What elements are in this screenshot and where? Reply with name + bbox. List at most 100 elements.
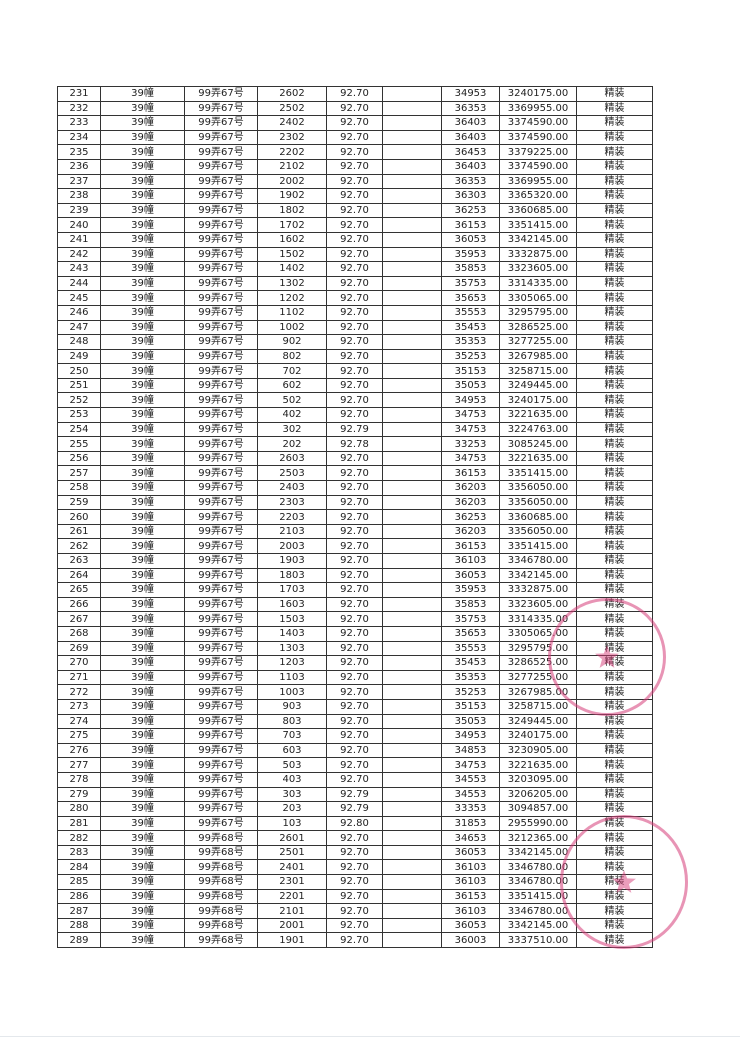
area-cell: 92.70 [326,844,383,861]
room-number-cell: 2001 [257,917,327,934]
table-row: 237 39幢 99弄67号 2002 92.70 36353 3369955.00 精装 [57,173,653,190]
blank-cell [382,407,442,423]
room-number-cell: 1602 [257,231,327,248]
decoration-cell: 精装 [576,669,653,686]
blank-cell [382,888,442,905]
row-number-cell: 267 [57,611,101,627]
address-cell: 99弄67号 [184,158,258,175]
price-list-table: 231 39幢 99弄67号 2602 92.70 34953 3240175.00 精装 23… [57,86,653,949]
table-row: 267 39幢 99弄67号 1503 92.70 35753 3314335.00 精装 [57,611,653,627]
area-cell: 92.70 [326,932,383,949]
blank-cell [382,100,442,117]
decoration-cell: 精装 [576,874,653,890]
decoration-cell: 精装 [576,261,653,277]
unit-price-cell: 34753 [441,757,500,773]
total-price-cell: 3305065.00 [499,290,577,306]
unit-price-cell: 36153 [441,217,500,233]
address-cell: 99弄67号 [184,494,258,511]
blank-cell [382,217,442,233]
row-number-cell: 265 [57,582,101,598]
blank-cell [382,567,442,584]
row-number-cell: 273 [57,698,101,715]
total-price-cell: 3342145.00 [499,844,577,861]
table-row: 281 39幢 99弄67号 103 92.80 31853 2955990.00 精装 [57,815,653,832]
area-cell: 92.70 [326,115,383,131]
address-cell: 99弄67号 [184,100,258,117]
area-cell: 92.70 [326,494,383,511]
blank-cell [382,874,442,890]
row-number-cell: 236 [57,158,101,175]
table-row: 254 39幢 99弄67号 302 92.79 34753 3224763.00 精装 [57,421,653,438]
room-number-cell: 203 [257,801,327,817]
unit-price-cell: 35553 [441,640,500,657]
total-price-cell: 3277255.00 [499,669,577,686]
address-cell: 99弄67号 [184,757,258,773]
row-number-cell: 260 [57,509,101,525]
row-number-cell: 269 [57,640,101,657]
room-number-cell: 2603 [257,450,327,467]
address-cell: 99弄67号 [184,771,258,788]
total-price-cell: 3369955.00 [499,173,577,190]
blank-cell [382,684,442,700]
area-cell: 92.70 [326,640,383,657]
unit-price-cell: 36403 [441,129,500,146]
area-cell: 92.70 [326,567,383,584]
building-cell: 39幢 [100,640,185,657]
unit-price-cell: 36103 [441,903,500,919]
row-number-cell: 233 [57,115,101,131]
room-number-cell: 1302 [257,275,327,292]
table-row: 273 39幢 99弄67号 903 92.70 35153 3258715.00 精装 [57,698,653,715]
building-cell: 39幢 [100,625,185,642]
area-cell: 92.70 [326,100,383,117]
total-price-cell: 3351415.00 [499,888,577,905]
address-cell: 99弄67号 [184,348,258,365]
decoration-cell: 精装 [576,392,653,409]
blank-cell [382,669,442,686]
area-cell: 92.70 [326,625,383,642]
table-row: 259 39幢 99弄67号 2303 92.70 36203 3356050.00 精装 [57,494,653,511]
table-row: 283 39幢 99弄68号 2501 92.70 36053 3342145.00 精装 [57,844,653,861]
building-cell: 39幢 [100,129,185,146]
blank-cell [382,494,442,511]
blank-cell [382,611,442,627]
blank-cell [382,246,442,263]
room-number-cell: 1503 [257,611,327,627]
table-row: 249 39幢 99弄67号 802 92.70 35253 3267985.00 精装 [57,348,653,365]
area-cell: 92.70 [326,757,383,773]
table-row: 285 39幢 99弄68号 2301 92.70 36103 3346780.00 精装 [57,874,653,890]
row-number-cell: 289 [57,932,101,949]
building-cell: 39幢 [100,553,185,569]
blank-cell [382,421,442,438]
room-number-cell: 2302 [257,129,327,146]
blank-cell [382,334,442,350]
decoration-cell: 精装 [576,625,653,642]
area-cell: 92.70 [326,363,383,379]
total-price-cell: 3356050.00 [499,480,577,496]
unit-price-cell: 36103 [441,874,500,890]
row-number-cell: 272 [57,684,101,700]
blank-cell [382,188,442,204]
unit-price-cell: 36003 [441,932,500,949]
decoration-cell: 精装 [576,888,653,905]
table-row: 279 39幢 99弄67号 303 92.79 34553 3206205.00 精装 [57,786,653,803]
room-number-cell: 2203 [257,509,327,525]
blank-cell [382,319,442,336]
address-cell: 99弄67号 [184,304,258,321]
table-row: 257 39幢 99弄67号 2503 92.70 36153 3351415.00 精装 [57,465,653,482]
table-row: 282 39幢 99弄68号 2601 92.70 34653 3212365.00 精装 [57,830,653,846]
decoration-cell: 精装 [576,86,653,102]
area-cell: 92.70 [326,129,383,146]
row-number-cell: 277 [57,757,101,773]
total-price-cell: 3374590.00 [499,129,577,146]
blank-cell [382,728,442,744]
decoration-cell: 精装 [576,596,653,613]
decoration-cell: 精装 [576,100,653,117]
building-cell: 39幢 [100,421,185,438]
row-number-cell: 271 [57,669,101,686]
unit-price-cell: 36053 [441,844,500,861]
total-price-cell: 3240175.00 [499,392,577,409]
blank-cell [382,450,442,467]
address-cell: 99弄67号 [184,742,258,759]
room-number-cell: 1202 [257,290,327,306]
decoration-cell: 精装 [576,290,653,306]
